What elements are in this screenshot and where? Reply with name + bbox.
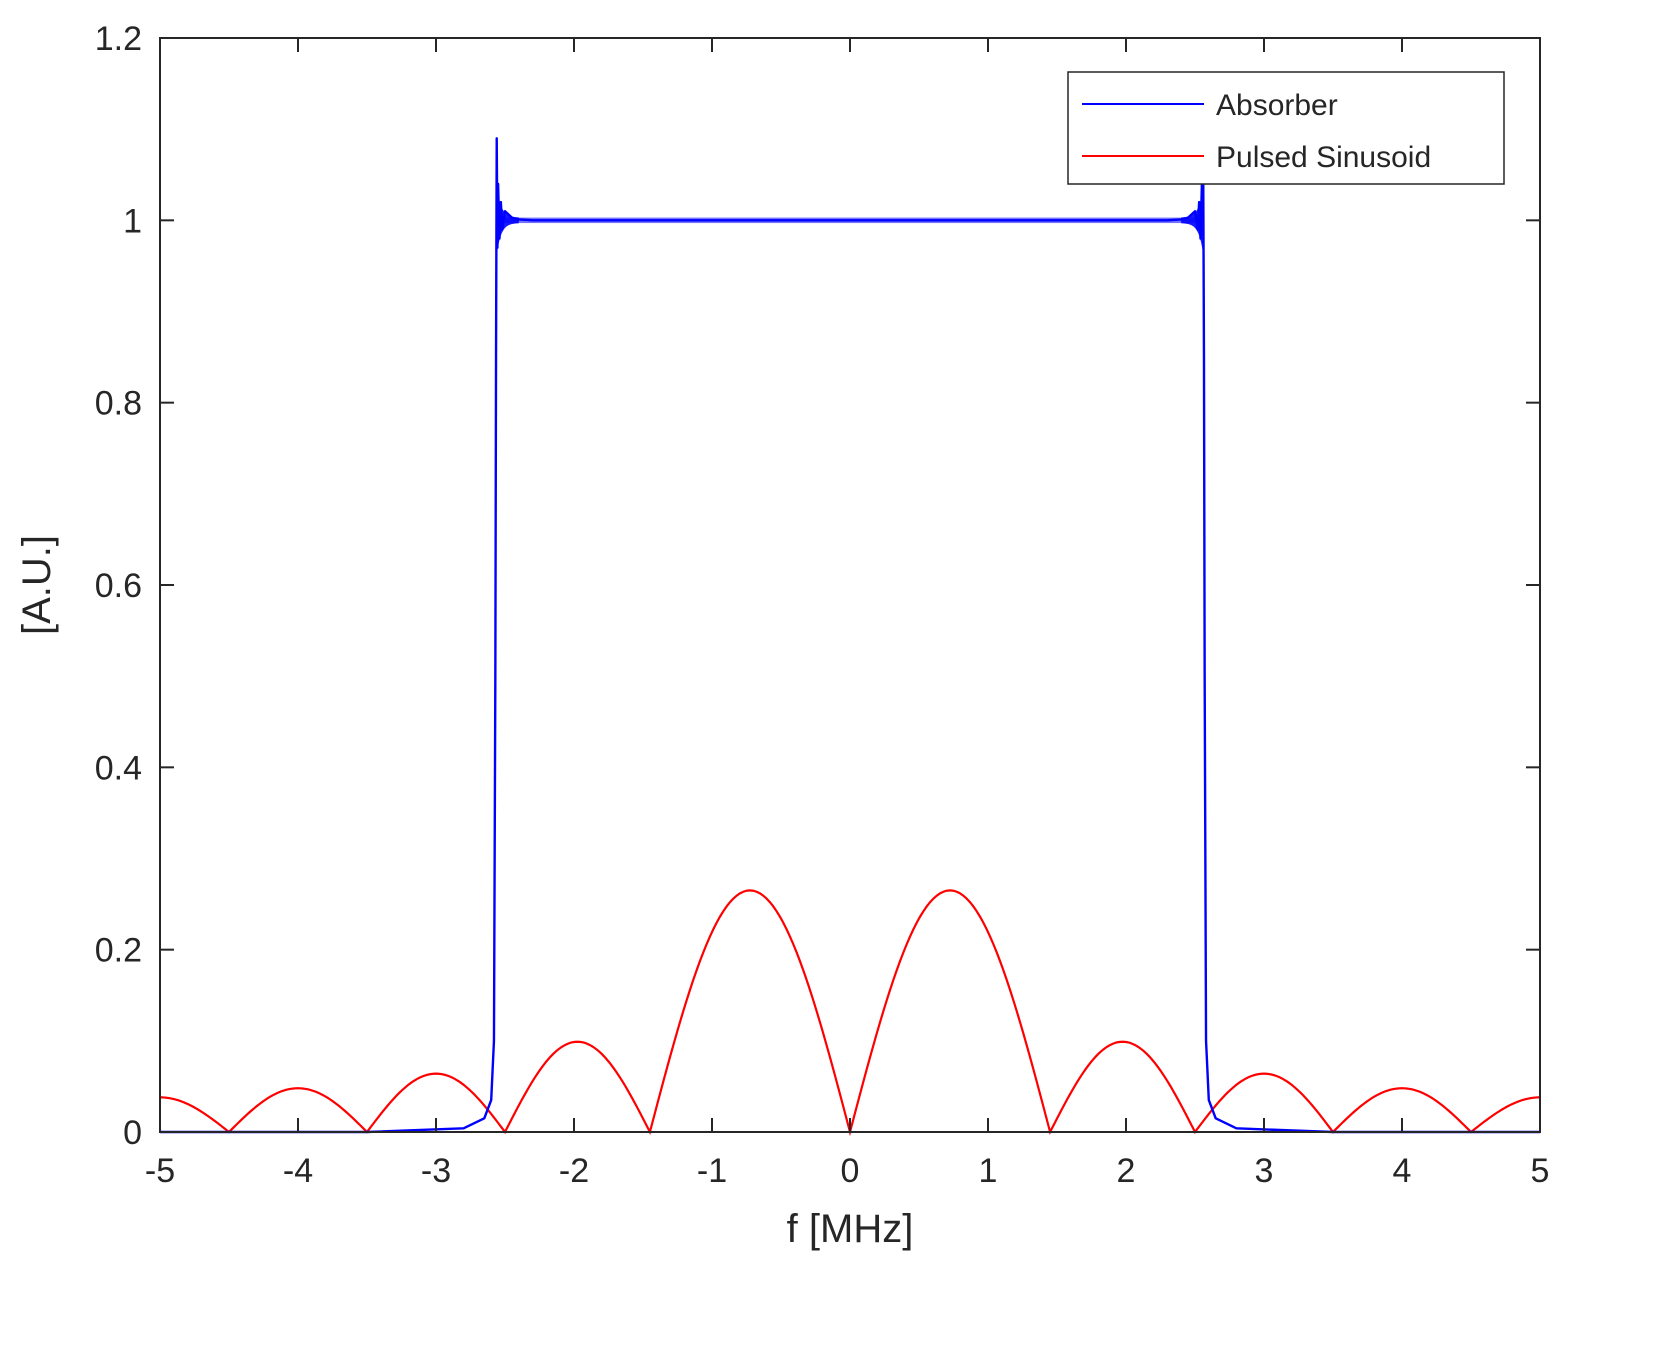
x-tick-label: 1 [979, 1152, 998, 1190]
absorber-ripple-band [505, 217, 1195, 224]
x-tick-label: -2 [559, 1152, 589, 1190]
y-tick-label: 0.8 [95, 385, 142, 423]
ticks-layer: -5 -4 -3 -2 -1 0 1 2 3 4 5 0 0.2 0.4 0.6 0.8 1 1.2 [95, 20, 1550, 1190]
x-tick-label: 3 [1255, 1152, 1274, 1190]
legend-entry-pulsed-sinusoid: Pulsed Sinusoid [1216, 141, 1431, 174]
absorber-edge-ripple [1181, 185, 1204, 255]
x-axis-label: f [MHz] [787, 1207, 914, 1251]
x-tick-label: 2 [1117, 1152, 1136, 1190]
y-tick-label: 0.2 [95, 932, 142, 970]
x-tick-label: 0 [841, 1152, 860, 1190]
x-tick-label: -4 [283, 1152, 313, 1190]
x-tick-label: -5 [145, 1152, 175, 1190]
y-tick-label: 0.4 [95, 749, 142, 787]
x-tick-label: -3 [421, 1152, 451, 1190]
x-tick-label: -1 [697, 1152, 727, 1190]
absorber-edge-ripple [496, 185, 519, 255]
y-axis-label: [A.U.] [15, 535, 59, 635]
y-tick-label: 1 [123, 202, 142, 240]
legend-box [1067, 71, 1505, 185]
legend-entry-absorber: Absorber [1216, 89, 1338, 122]
x-tick-label: 4 [1393, 1152, 1412, 1190]
y-tick-label: 0.6 [95, 567, 142, 605]
legend: Absorber Pulsed Sinusoid [1067, 71, 1505, 185]
x-tick-label: 5 [1531, 1152, 1550, 1190]
y-tick-label: 0 [123, 1114, 142, 1152]
y-tick-label: 1.2 [95, 20, 142, 58]
